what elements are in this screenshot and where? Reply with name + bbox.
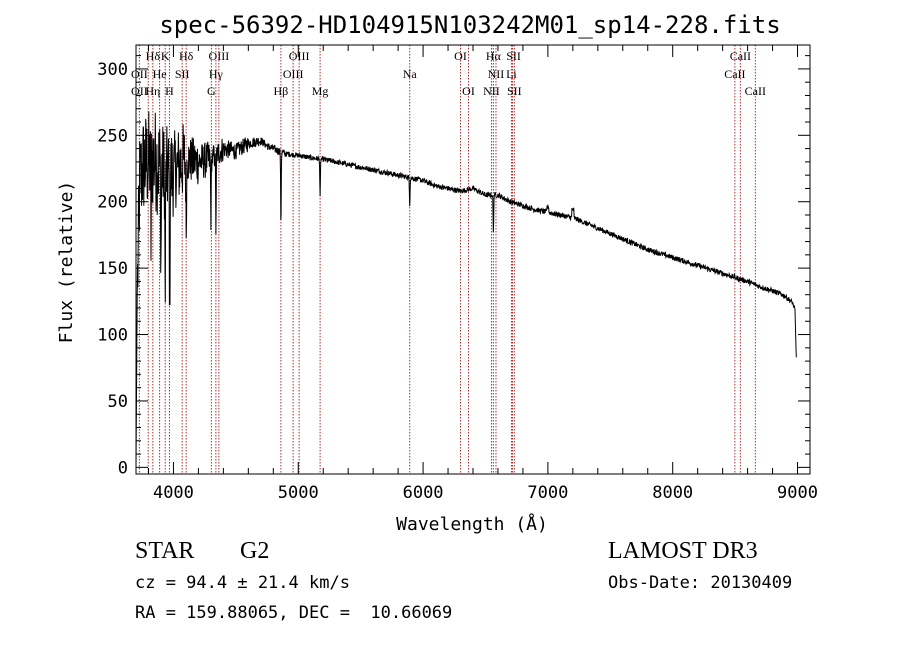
line-label: OII [131,67,148,81]
x-tick-label: 7000 [527,483,568,503]
plot-frame [135,44,811,475]
y-tick-label: 150 [97,259,128,279]
object-subclass: G2 [240,538,270,564]
line-label: Na [403,67,418,81]
y-axis: 0 50 100 150 200 250 300 [97,55,810,478]
line-label: OIII [209,49,230,63]
line-label: G [207,84,216,98]
x-tick-label: 8000 [652,483,693,503]
x-tick-label: 9000 [777,483,818,503]
spectrum-series [135,111,797,468]
x-tick-label: 4000 [153,483,194,503]
line-label: OIII [283,67,304,81]
line-label: SII [175,67,190,81]
y-tick-label: 200 [97,193,128,213]
line-label: K [161,49,170,63]
x-tick-label: 5000 [278,483,319,503]
line-label: SII [507,84,522,98]
y-tick-label: 0 [118,458,128,478]
line-label: CaII [745,84,766,98]
line-label: SII [506,49,521,63]
line-label: CaII [724,67,745,81]
object-class: STAR [135,538,195,564]
coordinates-readout: RA = 159.88065, DEC = 10.66069 [135,603,453,623]
line-label: OII [131,84,148,98]
line-label: NII [483,84,500,98]
emission-line-markers [138,45,756,474]
y-tick-label: 50 [108,392,128,412]
y-tick-label: 300 [97,60,128,80]
line-label: Hη [145,84,160,98]
line-label: H [165,84,174,98]
spectrum-line [135,111,797,468]
line-label: Hδ [146,49,161,63]
line-label: Hδ [179,49,194,63]
observation-date: Obs-Date: 20130409 [608,573,793,593]
chart-title: spec-56392-HD104915N103242M01_sp14-228.f… [159,11,780,39]
line-label: Hα [486,49,502,63]
y-tick-label: 100 [97,326,128,346]
y-axis-label: Flux (relative) [56,181,77,344]
line-label: OI [462,84,475,98]
line-label: He [153,67,167,81]
x-axis: 4000 5000 6000 7000 8000 9000 [147,45,818,503]
line-label: NII [488,67,505,81]
line-label: Hβ [274,84,289,98]
redshift-readout: cz = 94.4 ± 21.4 km/s [135,573,350,593]
x-tick-label: 6000 [403,483,444,503]
line-label: CaII [730,49,751,63]
line-label: Mg [312,84,329,98]
survey-name: LAMOST DR3 [608,538,758,564]
x-axis-label: Wavelength (Å) [396,513,548,535]
line-label: Li [506,67,517,81]
line-label: Hγ [209,67,224,81]
line-label: OI [454,49,467,63]
y-tick-label: 250 [97,126,128,146]
line-label: OIII [289,49,310,63]
